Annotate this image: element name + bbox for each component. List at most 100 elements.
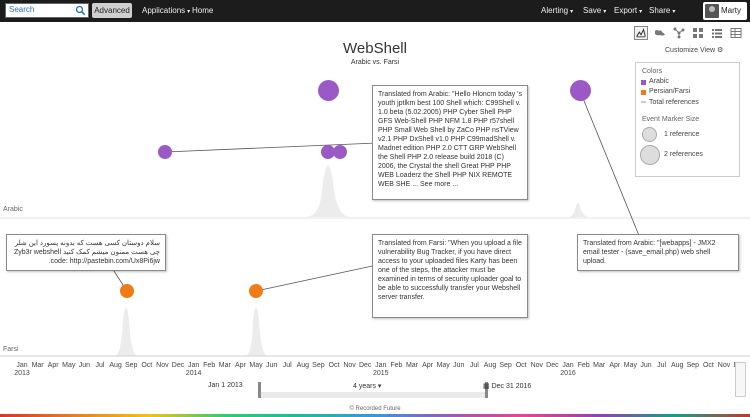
range-start-date: Jan 1 2013 [208,382,243,389]
legend-panel: Colors Arabic Persian/Farsi Total refere… [635,62,740,177]
axis-month-label: Jul [657,362,667,369]
applications-menu[interactable]: Applications ▾ [142,0,190,22]
event-marker-arabic[interactable] [570,80,591,101]
axis-month-label: Dec [546,362,559,369]
customize-view-label: Customize View [665,47,716,54]
alerting-label: Alerting [541,6,569,15]
search-icon[interactable] [75,5,86,16]
size-marker-1 [642,127,657,142]
axis-month-label: Jan 2013 [14,362,30,377]
export-menu[interactable]: Export ▾ [614,0,642,22]
avatar [705,4,719,18]
chevron-down-icon: ▾ [377,383,382,390]
event-marker-arabic[interactable] [321,145,335,159]
axis-month-label: Aug [670,362,684,369]
event-marker-arabic[interactable] [158,145,172,159]
range-span-label: 4 years [353,383,376,390]
network-view-icon[interactable] [672,26,686,40]
event-marker-farsi[interactable] [120,284,134,298]
search-input[interactable]: Search [5,3,89,18]
axis-month-label: Nov [343,362,356,369]
farsi-original-text: سلام دوستان کسی هست که بدونه پسورد این ش… [13,240,160,265]
axis-month-label: Sep [124,362,138,369]
grid-view-icon[interactable] [691,26,705,40]
legend-one-ref: 1 reference [664,131,700,138]
axis-month-label: Jan 2015 [373,362,389,377]
farsi-swatch [641,90,646,95]
axis-month-label: Jul [282,362,292,369]
range-span-selector[interactable]: 4 years ▾ [353,382,381,390]
axis-month-label: Aug [296,362,310,369]
user-menu[interactable]: Marty [703,2,747,20]
axis-month-label: Jun [78,362,91,369]
range-slider-track[interactable] [258,392,488,398]
table-view-icon[interactable] [729,26,743,40]
axis-month-label: Apr [234,362,246,369]
size-marker-2 [640,145,660,165]
axis-month-label: May [623,362,637,369]
timeline-view-icon[interactable] [634,26,648,40]
footer-color-bar [0,414,750,417]
map-view-icon[interactable] [653,26,667,40]
axis-month-label: Feb [203,362,216,369]
share-menu[interactable]: Share ▾ [649,0,675,22]
home-link[interactable]: Home [192,6,214,15]
axis-month-label: Oct [702,362,714,369]
axis-month-label: May [249,362,263,369]
axis-month-label: Nov [717,362,731,369]
alerting-menu[interactable]: Alerting ▾ [541,0,573,22]
axis-month-label: Mar [218,362,231,369]
page-subtitle: Arabic vs. Farsi [350,59,400,66]
axis-month-label: Mar [31,362,44,369]
search-placeholder: Search [9,5,35,14]
axis-month-label: Mar [405,362,419,369]
range-end-label: Dec 31 2016 [491,383,532,390]
axis-month-label: Nov [156,362,169,369]
range-handle-left[interactable] [258,382,261,398]
list-view-icon[interactable] [710,26,724,40]
axis-month-label: Oct [328,362,340,369]
axis-month-label: Dec [358,362,372,369]
event-tooltip-arabic-right: Translated from Arabic: "[webapps] - JMX… [577,234,739,271]
axis-month-label: Jun [453,362,465,369]
top-nav-bar: Search Advanced Applications ▾ Home Alert… [0,0,750,22]
customize-view-button[interactable]: Customize View ⚙ [665,46,723,54]
event-marker-farsi[interactable] [249,284,263,298]
lane-label-arabic: Arabic [3,206,23,213]
export-label: Export [614,6,638,15]
axis-month-label: Sep [499,362,512,369]
view-toolbar [634,26,746,40]
axis-month-label: Aug [109,362,122,369]
gear-icon: ⚙ [717,47,724,54]
axis-month-label: Jan 2014 [185,362,202,377]
axis-month-label: Apr [609,362,621,369]
calendar-icon: ▦ [483,383,490,390]
connector-line [255,264,378,292]
event-tooltip-arabic: Translated from Arabic: "Hello Hloncm to… [372,85,528,200]
arabic-swatch [641,80,646,85]
legend-two-ref: 2 references [664,151,703,158]
chevron-down-icon: ▾ [672,9,676,15]
event-tooltip-farsi: Translated from Farsi: "When you upload … [372,234,528,318]
legend-total: Total references [649,99,699,106]
axis-month-label: Dec [171,362,185,369]
chevron-down-icon: ▾ [639,9,643,15]
legend-arabic: Arabic [649,78,669,85]
axis-month-label: Jul [95,362,105,369]
event-marker-arabic[interactable] [333,145,347,159]
range-handle-right[interactable] [485,382,488,398]
chevron-down-icon: ▾ [570,9,574,15]
axis-month-label: Apr [47,362,59,369]
page-title: WebShell [343,40,407,57]
save-menu[interactable]: Save ▾ [583,0,606,22]
zoom-scrollbar[interactable] [735,362,746,397]
chevron-down-icon: ▾ [603,9,607,15]
advanced-search-button[interactable]: Advanced [92,3,132,18]
axis-month-label: Sep [312,362,325,369]
axis-month-label: Mar [593,362,606,369]
event-marker-arabic[interactable] [318,80,339,101]
axis-month-label: Apr [422,362,434,369]
chevron-down-icon: ▾ [187,9,191,15]
applications-label: Applications [142,6,186,15]
user-name: Marty [721,6,741,15]
